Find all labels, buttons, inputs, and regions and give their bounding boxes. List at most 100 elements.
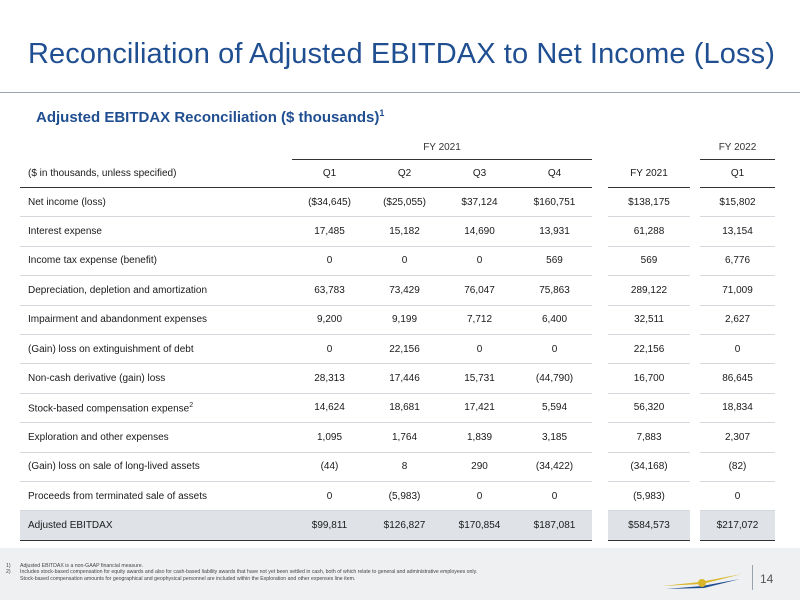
cell-q1-2021: 9,200 — [292, 305, 367, 335]
footnote-text: Stock-based compensation amounts for geo… — [20, 575, 356, 582]
cell-q1-2021: 17,485 — [292, 216, 367, 247]
row-label: Non-cash derivative (gain) loss — [20, 363, 292, 394]
cell-fy2021: 61,288 — [608, 216, 690, 247]
cell-q2-2021: 73,429 — [367, 275, 442, 306]
cell-q1-2022: $15,802 — [700, 187, 775, 218]
cell-q1-2021: ($34,645) — [292, 187, 367, 218]
row-label-text: Non-cash derivative (gain) loss — [28, 373, 166, 385]
cell-q1-2021: 28,313 — [292, 363, 367, 394]
column-header-q1-2021: Q1 — [292, 159, 367, 188]
table-row: Depreciation, depletion and amortization… — [20, 275, 775, 306]
row-label-text: Impairment and abandonment expenses — [28, 314, 208, 326]
row-label-text: Interest expense — [28, 226, 102, 238]
cell-fy2021: 22,156 — [608, 334, 690, 365]
group-header-blank — [20, 135, 292, 160]
column-header-fy2021: FY 2021 — [608, 159, 690, 188]
row-label-text: Stock-based compensation expense — [28, 403, 190, 415]
cell-q1-2022: 2,627 — [700, 305, 775, 335]
cell-q1-2022: 2,307 — [700, 422, 775, 453]
cell-q1-2021: 14,624 — [292, 393, 367, 424]
cell-q1-2021: (44) — [292, 452, 367, 482]
column-header-q1-2022: Q1 — [700, 159, 775, 188]
cell-q2-2021: 1,764 — [367, 422, 442, 453]
subtitle-text: Adjusted EBITDAX Reconciliation ($ thous… — [36, 109, 380, 126]
row-label: Proceeds from terminated sale of assets — [20, 481, 292, 512]
title-divider — [0, 92, 800, 93]
row-label-text: (Gain) loss on sale of long-lived assets — [28, 461, 200, 473]
cell-fy2021: 56,320 — [608, 393, 690, 424]
table-row: Non-cash derivative (gain) loss 28,313 17,… — [20, 363, 775, 394]
cell-q1-2022: 71,009 — [700, 275, 775, 306]
table-subtitle: Adjusted EBITDAX Reconciliation ($ thous… — [36, 108, 384, 126]
cell-q3-2021: 290 — [442, 452, 517, 482]
cell-q4-2021: 0 — [517, 481, 592, 512]
column-header-q4-2021: Q4 — [517, 159, 592, 188]
footnote: 1) Adjusted EBITDAX is a non-GAAP financi… — [6, 563, 696, 569]
column-header-q2-2021: Q2 — [367, 159, 442, 188]
footnote-number — [6, 576, 20, 582]
cell-q2-2021: 18,681 — [367, 393, 442, 424]
table-row: Income tax expense (benefit) 0 0 0 569 569 6,7… — [20, 246, 775, 277]
row-label-text: Exploration and other expenses — [28, 431, 169, 443]
cell-q4-2021: $160,751 — [517, 187, 592, 218]
subtitle-footnote-mark: 1 — [379, 108, 385, 118]
footnotes: 1) Adjusted EBITDAX is a non-GAAP financi… — [6, 563, 696, 582]
column-header-q3-2021: Q3 — [442, 159, 517, 188]
cell-q3-2021: $37,124 — [442, 187, 517, 218]
cell-q1-2021: 0 — [292, 334, 367, 365]
footnote-number: 2) — [6, 569, 11, 576]
cell-q2-2021: $126,827 — [367, 510, 442, 541]
column-header-label: ($ in thousands, unless specified) — [20, 159, 292, 188]
group-header-row: FY 2021 FY 2022 — [20, 135, 775, 160]
cell-q3-2021: 0 — [442, 246, 517, 277]
row-label-text: (Gain) loss on extinguishment of debt — [28, 343, 194, 355]
cell-q2-2021: 9,199 — [367, 305, 442, 335]
total-row: Adjusted EBITDAX $99,811 $126,827 $170,854 $… — [20, 510, 775, 541]
table-row: Proceeds from terminated sale of assets 0… — [20, 481, 775, 512]
row-label-text: Net income (loss) — [28, 196, 106, 208]
cell-q3-2021: 0 — [442, 334, 517, 365]
reconciliation-table-container: FY 2021 FY 2022 ($ in thousands, unless … — [20, 135, 775, 541]
row-label: Depreciation, depletion and amortization — [20, 275, 292, 306]
cell-q4-2021: 569 — [517, 246, 592, 277]
cell-q1-2022: 0 — [700, 481, 775, 512]
cell-q4-2021: (34,422) — [517, 452, 592, 482]
row-label: (Gain) loss on sale of long-lived assets — [20, 452, 292, 482]
cell-q3-2021: 14,690 — [442, 216, 517, 247]
cell-q3-2021: 76,047 — [442, 275, 517, 306]
footer-bar — [0, 548, 800, 600]
row-label: Impairment and abandonment expenses — [20, 305, 292, 335]
cell-q1-2021: 1,095 — [292, 422, 367, 453]
footer-divider — [752, 565, 753, 590]
row-label: (Gain) loss on extinguishment of debt — [20, 334, 292, 365]
footnote: Stock-based compensation amounts for geo… — [6, 576, 696, 582]
cell-q2-2021: 22,156 — [367, 334, 442, 365]
table-row: (Gain) loss on extinguishment of debt 0 22… — [20, 334, 775, 365]
page-title: Reconciliation of Adjusted EBITDAX to Ne… — [28, 38, 775, 70]
cell-q3-2021: 15,731 — [442, 363, 517, 394]
table-row: Interest expense 17,485 15,182 14,690 13,931… — [20, 216, 775, 247]
cell-q4-2021: 3,185 — [517, 422, 592, 453]
cell-q4-2021: 13,931 — [517, 216, 592, 247]
group-header-fy2022: FY 2022 — [700, 135, 775, 160]
row-label: Income tax expense (benefit) — [20, 246, 292, 277]
table-row: Net income (loss) ($34,645) ($25,055) $37,1… — [20, 187, 775, 218]
table-row: Exploration and other expenses 1,095 1,764… — [20, 422, 775, 453]
page-number: 14 — [760, 572, 774, 586]
table-row: (Gain) loss on sale of long-lived assets… — [20, 452, 775, 482]
cell-fy2021: 7,883 — [608, 422, 690, 453]
table-row: Stock-based compensation expense2 14,624 1… — [20, 393, 775, 424]
row-footnote-mark: 2 — [189, 401, 194, 409]
row-label-text: Depreciation, depletion and amortization — [28, 284, 207, 296]
footnote: 2) Includes stock-based compensation for … — [6, 569, 696, 575]
cell-q3-2021: 0 — [442, 481, 517, 512]
row-label: Stock-based compensation expense2 — [20, 393, 292, 424]
row-label: Exploration and other expenses — [20, 422, 292, 453]
cell-q2-2021: 8 — [367, 452, 442, 482]
reconciliation-table: FY 2021 FY 2022 ($ in thousands, unless … — [20, 135, 775, 541]
cell-fy2021: 289,122 — [608, 275, 690, 306]
cell-q3-2021: 17,421 — [442, 393, 517, 424]
row-label: Net income (loss) — [20, 187, 292, 218]
cell-q1-2022: 18,834 — [700, 393, 775, 424]
row-label-text: Income tax expense (benefit) — [28, 255, 157, 267]
